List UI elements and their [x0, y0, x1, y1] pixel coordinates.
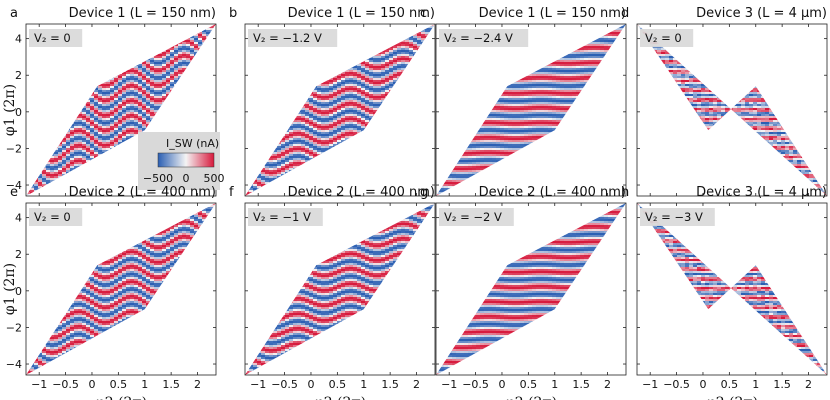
x-tick-label: 0 — [498, 378, 505, 391]
x-tick-label: −0.5 — [52, 378, 79, 391]
axes-frame-b — [244, 23, 436, 197]
panel-title: Device 2 (L = 400 nm) — [69, 185, 216, 200]
x-axis-label: φ2 (2π) — [505, 395, 557, 400]
x-tick-label: 0 — [88, 378, 95, 391]
y-axis-label: φ1 (2π) — [2, 84, 18, 136]
x-tick-label: 0.5 — [329, 378, 347, 391]
x-tick-label: 2 — [413, 378, 420, 391]
x-tick-label: 0.5 — [721, 378, 739, 391]
x-tick-label: 1 — [360, 378, 367, 391]
condition-label: V₂ = 0 — [29, 208, 83, 226]
colorbar-label: I_SW (nA) — [166, 137, 219, 150]
condition-label: V₂ = −1.2 V — [248, 29, 338, 47]
axes-frame-f — [244, 202, 436, 376]
heatmap-b — [245, 24, 435, 196]
colorbar-tick: 0 — [183, 172, 190, 185]
heatmap-h — [637, 203, 827, 375]
x-tick-label: −1 — [642, 378, 658, 391]
panel-d — [636, 23, 828, 197]
heatmap-g — [436, 203, 626, 375]
panel-title: Device 1 (L = 150 nm) — [288, 6, 435, 21]
panel-e: −1 −0.5 0 0.5 1 1.5 2 4 2 0 −2 −4 — [6, 202, 217, 391]
colorbar: I_SW (nA) −500 0 500 — [138, 132, 225, 190]
axes-frame-a — [25, 23, 217, 197]
panel-g: −1 −0.5 0 0.5 1 1.5 2 — [435, 202, 627, 391]
x-axis-label: φ2 (2π) — [314, 395, 366, 400]
x-tick-label: 0.5 — [110, 378, 128, 391]
x-tick-label: 2 — [604, 378, 611, 391]
x-tick-label: 1.5 — [572, 378, 590, 391]
y-tick-label: 2 — [15, 69, 22, 82]
y-tick-label: 4 — [15, 212, 22, 225]
heatmap-c — [436, 24, 626, 196]
y-axis-label: φ1 (2π) — [2, 263, 18, 315]
panel-title: Device 2 (L = 400 nm) — [288, 185, 435, 200]
panel-b — [244, 23, 436, 197]
x-tick-label: 0 — [699, 378, 706, 391]
y-tick-label: 0 — [15, 285, 22, 298]
x-tick-label: 2 — [805, 378, 812, 391]
y-tick-label: −2 — [6, 321, 22, 334]
heatmap-d — [637, 24, 827, 196]
panel-title: Device 1 (L = 150 nm) — [479, 6, 626, 21]
panel-letter: c — [420, 6, 427, 21]
colorbar-tick: −500 — [143, 172, 173, 185]
axes-frame-g — [435, 202, 627, 376]
x-tick-label: 1 — [551, 378, 558, 391]
axes-frame-c — [435, 23, 627, 197]
x-tick-label: 1.5 — [381, 378, 399, 391]
x-axis-label: φ2 (2π) — [95, 395, 147, 400]
x-tick-label: 2 — [194, 378, 201, 391]
x-tick-label: 1 — [141, 378, 148, 391]
panel-letter: b — [229, 6, 237, 21]
panel-title: Device 3 (L = 4 μm) — [696, 6, 827, 21]
axes-frame-h — [636, 202, 828, 376]
x-tick-label: −1 — [250, 378, 266, 391]
y-tick-label: −4 — [6, 358, 22, 371]
condition-label: V₂ = −1 V — [248, 208, 323, 226]
heatmap-e — [26, 203, 216, 375]
y-tick-label: −2 — [6, 142, 22, 155]
axes-frame-d — [636, 23, 828, 197]
y-tick-label: −4 — [6, 179, 22, 192]
y-tick-label: 4 — [15, 33, 22, 46]
y-tick-label: 0 — [15, 106, 22, 119]
y-tick-label: 2 — [15, 248, 22, 261]
colorbar-tick: 500 — [204, 172, 225, 185]
condition-label: V₂ = −2.4 V — [439, 29, 529, 47]
x-tick-label: 1.5 — [773, 378, 791, 391]
panel-title: Device 2 (L = 400 nm) — [479, 185, 626, 200]
condition-label: V₂ = −2 V — [439, 208, 514, 226]
x-tick-label: 0 — [307, 378, 314, 391]
panel-letter: h — [621, 185, 629, 200]
axes-frame-e — [25, 202, 217, 376]
condition-label: V₂ = 0 — [29, 29, 83, 47]
x-tick-label: −0.5 — [462, 378, 489, 391]
x-tick-label: 1 — [752, 378, 759, 391]
x-tick-label: −1 — [441, 378, 457, 391]
panel-letter: e — [10, 185, 18, 200]
condition-label: V₂ = −3 V — [640, 208, 715, 226]
x-tick-label: −0.5 — [663, 378, 690, 391]
condition-label: V₂ = 0 — [640, 29, 694, 47]
x-axis-label: φ2 (2π) — [706, 395, 758, 400]
panel-title: Device 1 (L = 150 nm) — [69, 6, 216, 21]
x-tick-label: −0.5 — [271, 378, 298, 391]
panel-h: −1 −0.5 0 0.5 1 1.5 2 — [636, 202, 828, 391]
panel-letter: d — [621, 6, 629, 21]
panel-title: Device 3 (L = 4 μm) — [696, 185, 827, 200]
x-tick-label: −1 — [31, 378, 47, 391]
panel-letter: a — [10, 6, 18, 21]
x-tick-label: 1.5 — [162, 378, 180, 391]
heatmap-f — [245, 203, 435, 375]
panel-letter: g — [420, 185, 428, 200]
panel-c — [435, 23, 627, 197]
panel-letter: f — [229, 185, 234, 200]
x-tick-label: 0.5 — [520, 378, 538, 391]
panel-f: −1 −0.5 0 0.5 1 1.5 2 — [244, 202, 436, 391]
